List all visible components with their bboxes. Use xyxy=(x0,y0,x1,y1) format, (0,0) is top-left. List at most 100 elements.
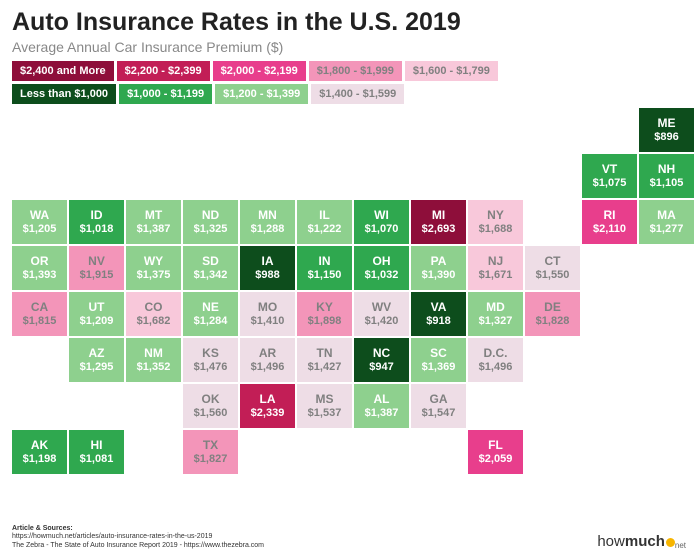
state-tile-tn: TN$1,427 xyxy=(297,338,352,382)
state-tile-ak: AK$1,198 xyxy=(12,430,67,474)
state-abbr: SD xyxy=(202,255,219,268)
state-tile-vt: VT$1,075 xyxy=(582,154,637,198)
state-tile-ok: OK$1,560 xyxy=(183,384,238,428)
state-value: $1,081 xyxy=(80,453,114,465)
state-abbr: MS xyxy=(316,393,334,406)
state-value: $1,496 xyxy=(479,361,513,373)
state-abbr: MI xyxy=(432,209,445,222)
state-tile-ma: MA$1,277 xyxy=(639,200,694,244)
state-abbr: ME xyxy=(658,117,676,130)
state-tile-oh: OH$1,032 xyxy=(354,246,409,290)
state-tile-ca: CA$1,815 xyxy=(12,292,67,336)
state-value: $1,325 xyxy=(194,223,228,235)
state-value: $1,476 xyxy=(194,361,228,373)
state-value: $1,671 xyxy=(479,269,513,281)
state-tile-nc: NC$947 xyxy=(354,338,409,382)
state-value: $1,205 xyxy=(23,223,57,235)
legend-item: $1,400 - $1,599 xyxy=(311,84,404,104)
state-value: $1,393 xyxy=(23,269,57,281)
state-tile-nj: NJ$1,671 xyxy=(468,246,523,290)
state-abbr: WI xyxy=(374,209,389,222)
state-value: $2,059 xyxy=(479,453,513,465)
state-value: $1,222 xyxy=(308,223,342,235)
state-abbr: PA xyxy=(431,255,447,268)
state-abbr: CA xyxy=(31,301,48,314)
state-tile-dc.: D.C.$1,496 xyxy=(468,338,523,382)
state-abbr: TX xyxy=(203,439,218,452)
state-abbr: FL xyxy=(488,439,503,452)
state-value: $1,198 xyxy=(23,453,57,465)
state-abbr: VA xyxy=(431,301,447,314)
state-abbr: NM xyxy=(144,347,163,360)
state-tile-ar: AR$1,496 xyxy=(240,338,295,382)
state-value: $1,682 xyxy=(137,315,171,327)
state-value: $1,827 xyxy=(194,453,228,465)
sources-block: Article & Sources: https://howmuch.net/a… xyxy=(12,525,264,550)
state-tile-id: ID$1,018 xyxy=(69,200,124,244)
state-value: $1,390 xyxy=(422,269,456,281)
state-value: $1,105 xyxy=(650,177,684,189)
state-tile-hi: HI$1,081 xyxy=(69,430,124,474)
state-abbr: AZ xyxy=(89,347,105,360)
state-tile-va: VA$918 xyxy=(411,292,466,336)
state-tile-de: DE$1,828 xyxy=(525,292,580,336)
legend-item: $2,400 and More xyxy=(12,61,114,81)
state-value: $1,815 xyxy=(23,315,57,327)
state-abbr: LA xyxy=(260,393,276,406)
sources-line: The Zebra - The State of Auto Insurance … xyxy=(12,542,264,550)
state-tile-pa: PA$1,390 xyxy=(411,246,466,290)
state-abbr: ID xyxy=(91,209,103,222)
legend-item: $1,800 - $1,999 xyxy=(309,61,402,81)
state-abbr: D.C. xyxy=(484,347,508,360)
state-abbr: NH xyxy=(658,163,675,176)
state-abbr: ND xyxy=(202,209,219,222)
state-abbr: AK xyxy=(31,439,48,452)
state-value: $1,369 xyxy=(422,361,456,373)
state-tile-al: AL$1,387 xyxy=(354,384,409,428)
state-abbr: NE xyxy=(202,301,219,314)
sources-heading: Article & Sources: xyxy=(12,525,264,533)
state-value: $2,339 xyxy=(251,407,285,419)
state-tile-ms: MS$1,537 xyxy=(297,384,352,428)
state-grid: ME$896VT$1,075NH$1,105WA$1,205ID$1,018MT… xyxy=(12,108,688,548)
state-value: $1,427 xyxy=(308,361,342,373)
logo-dot-icon xyxy=(666,538,675,547)
state-tile-wv: WV$1,420 xyxy=(354,292,409,336)
state-value: $918 xyxy=(426,315,450,327)
state-value: $1,387 xyxy=(365,407,399,419)
state-value: $1,327 xyxy=(479,315,513,327)
state-value: $1,288 xyxy=(251,223,285,235)
legend-item: $1,000 - $1,199 xyxy=(119,84,212,104)
state-tile-me: ME$896 xyxy=(639,108,694,152)
state-tile-ut: UT$1,209 xyxy=(69,292,124,336)
state-tile-ny: NY$1,688 xyxy=(468,200,523,244)
state-tile-mo: MO$1,410 xyxy=(240,292,295,336)
state-abbr: MA xyxy=(657,209,676,222)
legend: $2,400 and More$2,200 - $2,399$2,000 - $… xyxy=(12,61,512,104)
state-value: $2,110 xyxy=(593,223,626,235)
legend-item: $1,200 - $1,399 xyxy=(215,84,308,104)
state-abbr: WV xyxy=(372,301,391,314)
state-value: $1,070 xyxy=(365,223,399,235)
state-value: $1,342 xyxy=(194,269,228,281)
state-tile-nd: ND$1,325 xyxy=(183,200,238,244)
state-tile-ky: KY$1,898 xyxy=(297,292,352,336)
state-value: $1,420 xyxy=(365,315,399,327)
state-abbr: MN xyxy=(258,209,277,222)
state-value: $1,209 xyxy=(80,315,114,327)
state-value: $1,496 xyxy=(251,361,285,373)
state-tile-ga: GA$1,547 xyxy=(411,384,466,428)
state-abbr: OH xyxy=(373,255,391,268)
state-abbr: TN xyxy=(317,347,333,360)
state-tile-sd: SD$1,342 xyxy=(183,246,238,290)
state-tile-md: MD$1,327 xyxy=(468,292,523,336)
state-tile-mt: MT$1,387 xyxy=(126,200,181,244)
state-abbr: CT xyxy=(545,255,561,268)
state-tile-tx: TX$1,827 xyxy=(183,430,238,474)
state-tile-wy: WY$1,375 xyxy=(126,246,181,290)
state-value: $1,032 xyxy=(365,269,399,281)
state-abbr: AR xyxy=(259,347,276,360)
state-value: $1,560 xyxy=(194,407,228,419)
state-value: $1,550 xyxy=(536,269,570,281)
chart-subtitle: Average Annual Car Insurance Premium ($) xyxy=(12,39,688,55)
